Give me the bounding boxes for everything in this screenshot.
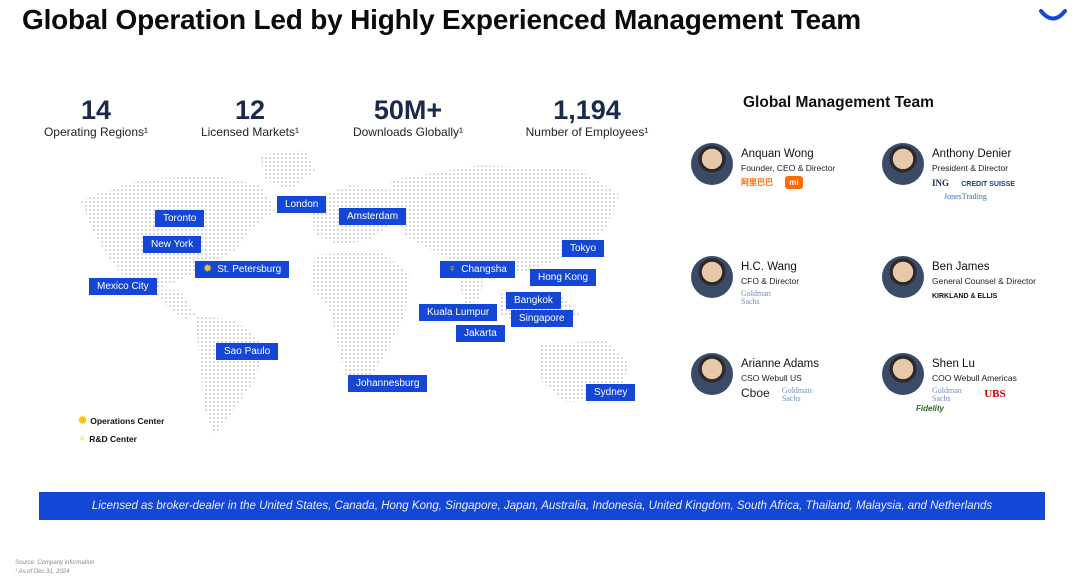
stat-downloads: 50M+ Downloads Globally¹ [352,95,464,139]
city-tag-mexico-city: Mexico City [89,278,157,295]
city-tag-kuala-lumpur: Kuala Lumpur [419,304,498,321]
avatar [691,256,733,298]
fidelity-logo: Fidelity [916,404,945,413]
credit-suisse-logo: CREDIT SUISSE [961,181,1015,188]
city-tag-new-york: New York [143,236,202,253]
city-tag-singapore: Singapore [511,310,573,327]
avatar [882,143,924,185]
prior-employer-logos: KIRKLAND & ELLIS [932,290,1007,303]
person-role: COO Webull Americas [932,373,1017,383]
person-role: Founder, CEO & Director [741,163,836,173]
person-card: Ben James General Counsel & Director KIR… [882,256,1067,326]
person-card: Shen Lu COO Webull Americas Goldman Sach… [882,353,1067,423]
prior-employer-logos: Goldman Sachs UBS Fidelity [916,386,1016,415]
date-footnote: ¹ As of Dec 31, 2024 [15,569,70,575]
person-role: CFO & Director [741,276,800,286]
goldman-sachs-logo: Goldman Sachs [781,386,812,403]
legend-operations-center: ✹ Operations Center [78,415,165,427]
city-tag-changsha: ♀ Changsha [440,261,515,278]
person-role: General Counsel & Director [932,276,1036,286]
lightbulb-icon: ♀ [448,263,457,275]
kirkland-ellis-logo: KIRKLAND & ELLIS [932,293,998,300]
stat-licensed-markets: 12 Licensed Markets¹ [200,95,300,139]
prior-employer-logos: Goldman Sachs [741,290,791,308]
avatar [882,353,924,395]
stat-operating-regions: 14 Operating Regions¹ [43,95,149,139]
management-title: Global Management Team [743,94,934,111]
person-card: Arianne Adams CSO Webull US Cboe Goldman… [691,353,876,423]
person-name: Ben James [932,261,990,273]
gear-icon: ✹ [78,415,88,427]
city-tag-sao-paulo: Sao Paulo [216,343,279,360]
person-card: H.C. Wang CFO & Director Goldman Sachs [691,256,876,326]
goldman-sachs-logo: Goldman Sachs [932,386,962,403]
gear-icon: ✹ [203,263,213,275]
jonestrading-logo: JonesTrading [944,192,987,201]
lightbulb-icon: ♀ [78,433,87,445]
ubs-logo: UBS [984,388,1006,401]
legend-rd-center: ♀ R&D Center [78,433,137,445]
person-name: H.C. Wang [741,261,797,273]
person-name: Anthony Denier [932,148,1012,160]
cboe-logo: Cboe [741,386,770,401]
prior-employer-logos: Cboe Goldman Sachs [741,387,832,403]
city-tag-sydney: Sydney [586,384,636,401]
person-card: Anquan Wong Founder, CEO & Director 阿里巴巴… [691,143,876,213]
city-tag-hong-kong: Hong Kong [530,269,597,286]
city-tag-london: London [277,196,327,213]
goldman-sachs-logo: Goldman Sachs [741,289,771,306]
webull-logo-icon [1039,9,1067,21]
prior-employer-logos: ING CREDIT SUISSE JonesTrading [932,177,1025,203]
person-name: Arianne Adams [741,358,819,370]
city-tag-bangkok: Bangkok [506,292,561,309]
prior-employer-logos: 阿里巴巴 mi [741,176,813,189]
city-tag-amsterdam: Amsterdam [339,208,407,225]
person-role: CSO Webull US [741,373,802,383]
xiaomi-logo: mi [785,176,803,189]
person-name: Shen Lu [932,358,975,370]
city-tag-toronto: Toronto [155,210,205,227]
avatar [691,353,733,395]
avatar [691,143,733,185]
city-tag-tokyo: Tokyo [562,240,605,257]
city-tag-jakarta: Jakarta [456,325,505,342]
person-role: President & Director [932,163,1009,173]
source-footnote: Source: Company information [15,560,95,566]
licensed-banner: Licensed as broker-dealer in the United … [39,492,1045,520]
city-tag-st-petersburg: ✹ St. Petersburg [195,261,290,278]
stat-employees: 1,194 Number of Employees¹ [525,95,649,139]
ing-logo: ING [932,178,950,188]
alibaba-logo: 阿里巴巴 [741,178,773,187]
person-card: Anthony Denier President & Director ING … [882,143,1067,213]
page-title: Global Operation Led by Highly Experienc… [22,4,861,35]
city-tag-johannesburg: Johannesburg [348,375,428,392]
avatar [882,256,924,298]
person-name: Anquan Wong [741,148,814,160]
